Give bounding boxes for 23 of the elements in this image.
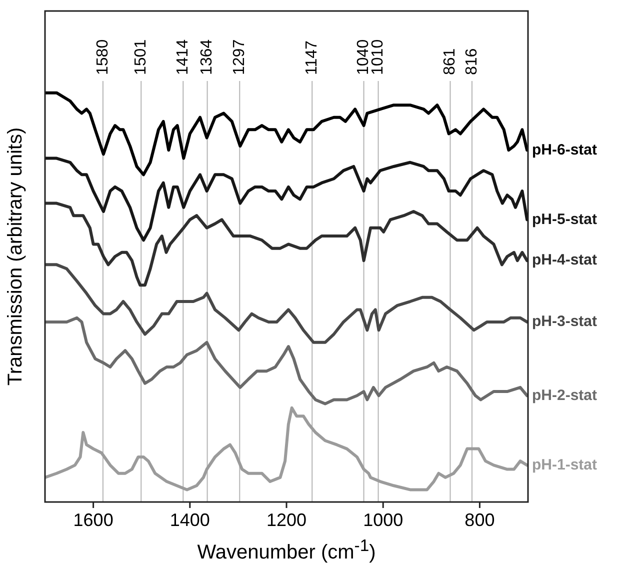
series-label: pH-3-stat — [532, 313, 598, 330]
series-label: pH-1-stat — [532, 456, 598, 474]
x-tick-label: 800 — [464, 510, 495, 530]
series-label: pH-2-stat — [532, 386, 598, 404]
series-label: pH-4-stat — [532, 252, 598, 269]
ref-line-label: 1147 — [304, 40, 321, 75]
ref-line-label: 1580 — [94, 39, 112, 75]
x-tick-label: 1000 — [363, 510, 404, 530]
ref-line-label: 1040 — [355, 39, 372, 75]
ref-line-label: 1364 — [198, 39, 216, 75]
series-label: pH-6-stat — [532, 141, 598, 158]
series-label: pH-5-stat — [532, 210, 598, 228]
x-tick-label: 1400 — [170, 510, 210, 530]
ref-line-label: 1297 — [231, 39, 248, 75]
x-tick-label: 1200 — [266, 510, 307, 530]
ref-line-label: 1010 — [370, 39, 387, 75]
x-axis-title: Wavenumber (cm$^{-1}$) — [196, 536, 377, 565]
x-tick-label: 1600 — [73, 510, 114, 530]
ref-line-label: 816 — [463, 48, 480, 75]
y-axis-title: Transmission (arbitrary units) — [4, 127, 27, 386]
ref-line-label: 1501 — [132, 39, 150, 75]
ref-line-label: 1414 — [174, 39, 192, 75]
ref-line-label: 861 — [442, 48, 459, 75]
